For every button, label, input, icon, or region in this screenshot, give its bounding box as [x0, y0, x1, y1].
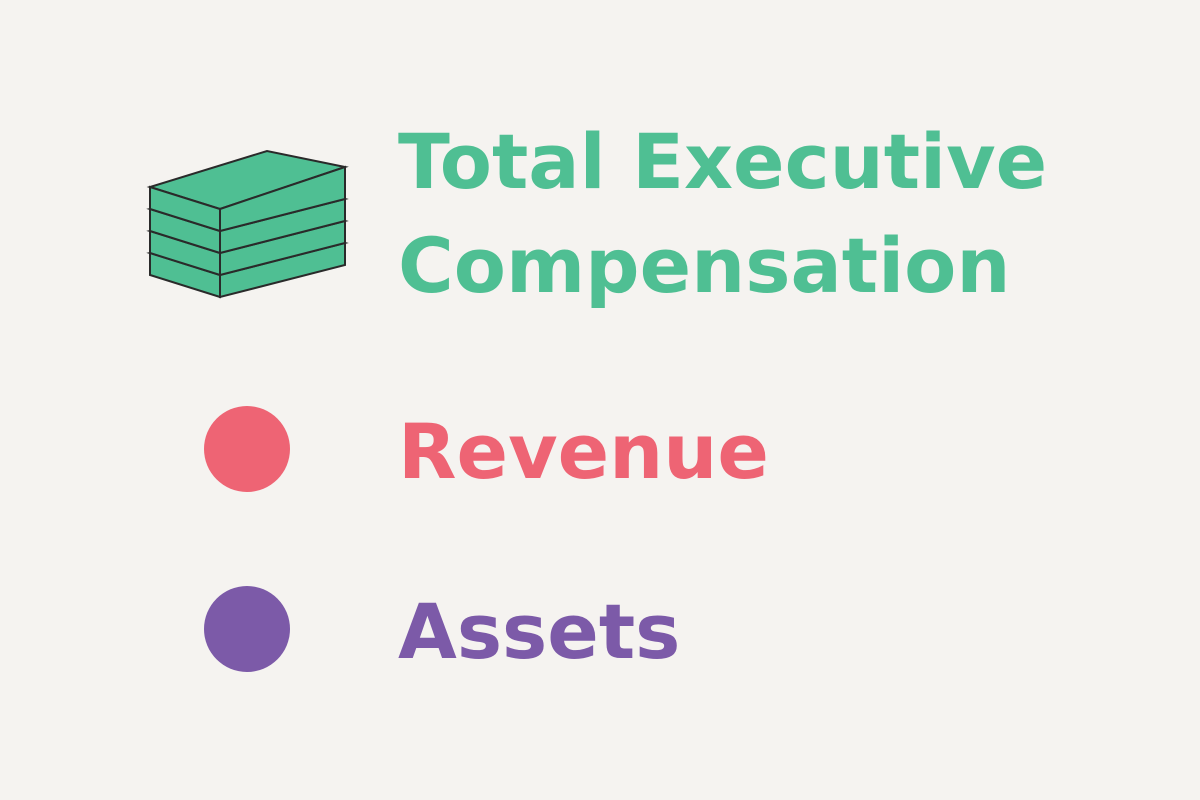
assets-circle-marker — [203, 585, 291, 673]
legend-label-total-executive-compensation: Total Executive Compensation — [398, 117, 1048, 310]
money-stack-icon — [145, 145, 350, 305]
money-stack-layer-1 — [146, 149, 349, 233]
legend-label-assets: Assets — [398, 587, 681, 676]
revenue-circle-marker — [203, 405, 291, 493]
legend-label-revenue: Revenue — [398, 407, 769, 496]
